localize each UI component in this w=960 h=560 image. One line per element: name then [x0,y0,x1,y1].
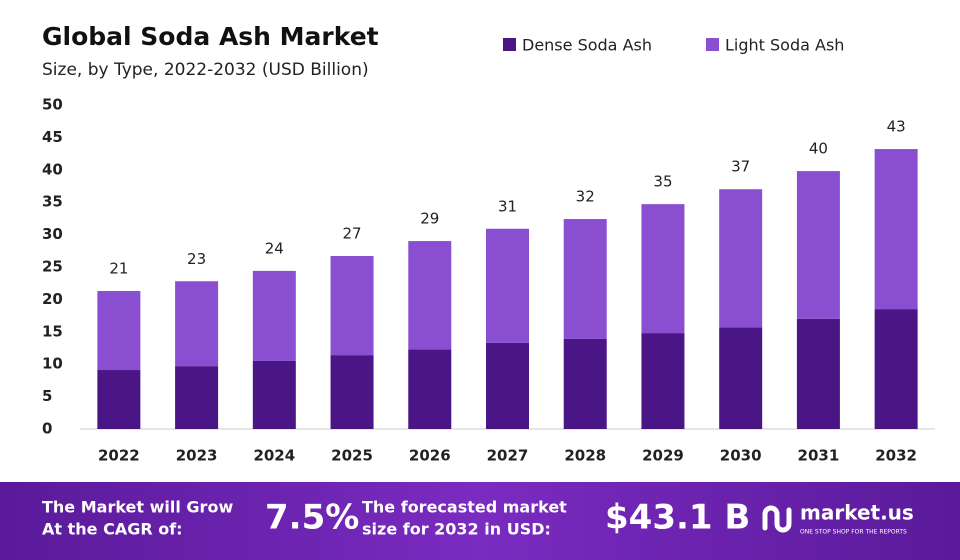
bar-segment [641,333,685,429]
brand-logo [762,505,792,533]
x-tick-label: 2024 [253,447,295,465]
total-label: 43 [887,118,906,136]
forecast-value: $43.1 B [605,498,750,538]
bar-segment [175,366,219,429]
total-label: 31 [498,197,517,215]
y-tick-label: 5 [42,387,52,405]
total-label: 32 [576,188,595,206]
total-label: 27 [342,224,361,242]
y-tick-label: 45 [42,128,63,146]
bar-segment [408,241,452,350]
y-tick-label: 50 [42,96,63,114]
y-tick-label: 15 [42,322,63,340]
brand-name: market.us [800,501,914,525]
bar-segment [641,204,685,334]
chart-subtitle: Size, by Type, 2022-2032 (USD Billion) [42,60,369,80]
bar-segment [486,228,529,343]
cagr-value: 7.5% [265,498,359,538]
total-label: 35 [653,173,672,191]
total-label: 29 [420,210,439,228]
bar-segment [330,355,374,429]
x-tick-label: 2026 [409,447,451,465]
y-tick-label: 10 [42,355,63,373]
total-label: 21 [109,259,128,277]
x-tick-label: 2030 [720,447,762,465]
legend-swatch [503,38,516,51]
bar-segment [719,189,763,328]
y-tick-label: 20 [42,290,63,308]
x-tick-label: 2025 [331,447,373,465]
x-tick-label: 2027 [487,447,529,465]
y-tick-label: 25 [42,258,63,276]
bar-segment [330,255,374,356]
bar-segment [408,349,452,429]
bar-segment [252,360,296,429]
bar-segment [97,290,141,371]
legend-label: Dense Soda Ash [522,36,652,55]
y-tick-label: 35 [42,193,63,211]
bar-segment [874,309,918,429]
bar-segment [563,219,607,339]
forecast-text: size for 2032 in USD: [362,520,551,539]
total-label: 40 [809,140,828,158]
x-tick-label: 2023 [176,447,218,465]
x-tick-label: 2029 [642,447,684,465]
y-tick-label: 40 [42,160,63,178]
footer-banner [0,482,960,560]
bar-segment [175,281,219,367]
x-tick-label: 2028 [564,447,606,465]
bar-segment [97,370,141,429]
chart-title: Global Soda Ash Market [42,22,379,51]
bar-segment [486,342,529,429]
y-tick-label: 0 [42,420,52,438]
x-tick-label: 2031 [798,447,840,465]
legend-swatch [706,38,719,51]
bar-segment [563,338,607,429]
x-tick-label: 2032 [875,447,917,465]
x-tick-label: 2022 [98,447,140,465]
total-label: 24 [265,239,284,257]
bar-segment [719,327,763,429]
forecast-text: The forecasted market [362,498,567,517]
bar-segment [796,318,840,429]
brand-tagline: ONE STOP SHOP FOR THE REPORTS [800,529,907,536]
legend-label: Light Soda Ash [725,36,844,55]
y-tick-label: 30 [42,225,63,243]
bar-segment [874,149,918,310]
cagr-text: The Market will Grow [42,498,233,517]
total-label: 23 [187,250,206,268]
cagr-text: At the CAGR of: [42,520,183,539]
total-label: 37 [731,158,750,176]
bar-segment [796,171,840,319]
bar-segment [252,270,296,361]
